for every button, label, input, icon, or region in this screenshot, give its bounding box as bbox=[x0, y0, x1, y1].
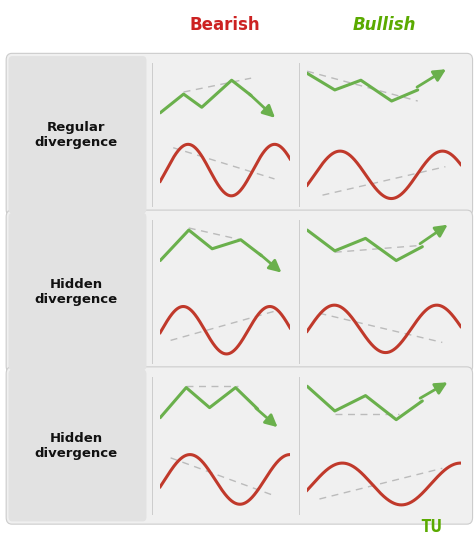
Text: Hidden
divergence: Hidden divergence bbox=[34, 278, 118, 305]
FancyBboxPatch shape bbox=[9, 56, 146, 213]
FancyBboxPatch shape bbox=[9, 370, 146, 521]
FancyBboxPatch shape bbox=[6, 367, 473, 524]
Text: TU: TU bbox=[420, 518, 442, 536]
Text: Bearish: Bearish bbox=[190, 16, 260, 34]
FancyBboxPatch shape bbox=[9, 213, 146, 370]
FancyBboxPatch shape bbox=[6, 210, 473, 373]
Text: Hidden
divergence: Hidden divergence bbox=[34, 432, 118, 459]
Text: Regular
divergence: Regular divergence bbox=[34, 121, 118, 148]
FancyBboxPatch shape bbox=[6, 53, 473, 216]
Text: Bullish: Bullish bbox=[352, 16, 416, 34]
